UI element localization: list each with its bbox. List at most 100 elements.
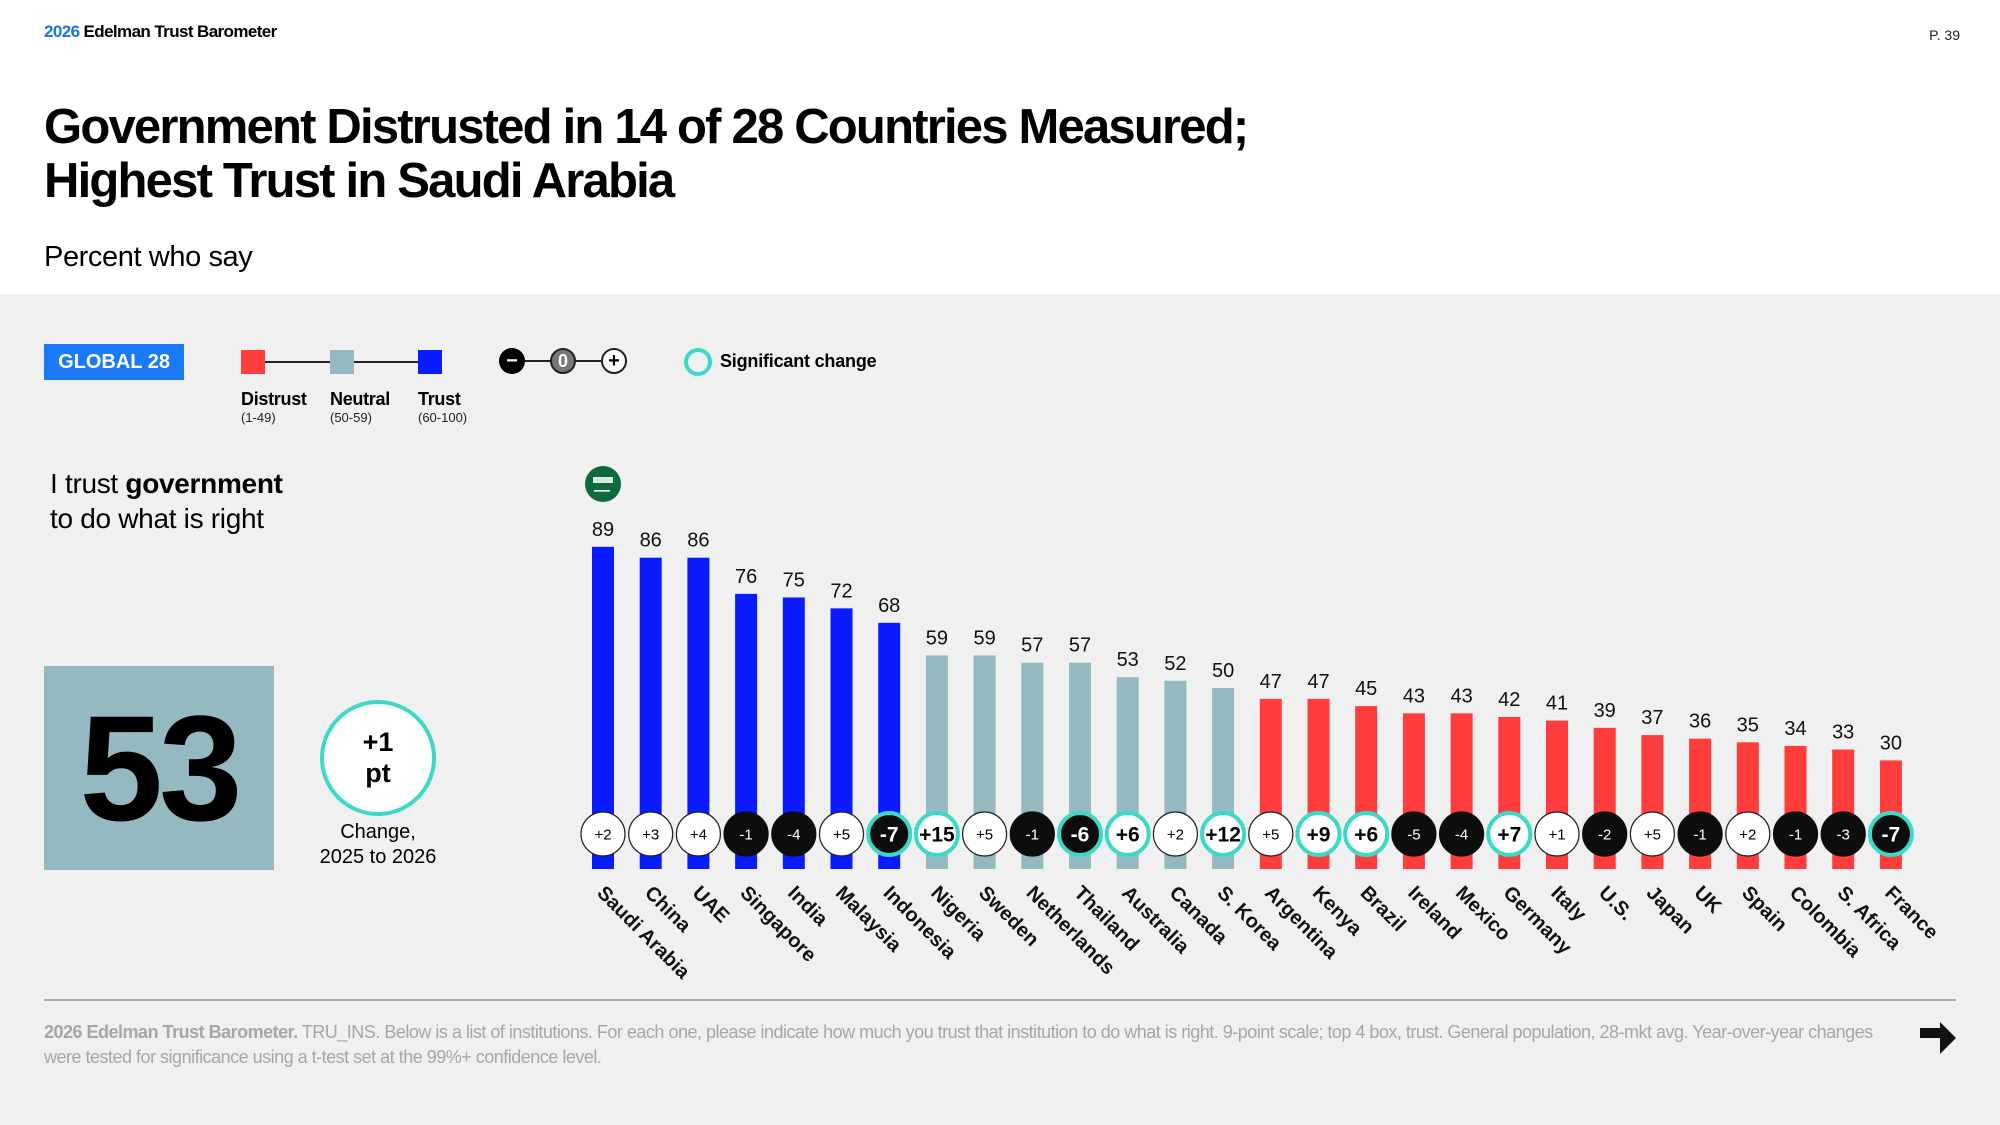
value-label: 41 (1546, 693, 1568, 715)
change-marker (1867, 811, 1914, 857)
saudi-flag-icon (585, 466, 621, 502)
global-change-value: +1 (362, 727, 394, 757)
value-label: 53 (1117, 649, 1139, 671)
question-line-2: to do what is right (50, 503, 264, 534)
value-label: 36 (1689, 711, 1711, 733)
change-label: +6 (1354, 824, 1378, 847)
value-label: 72 (830, 580, 852, 602)
change-label: +4 (690, 827, 707, 844)
value-label: 43 (1450, 685, 1472, 707)
change-marker (1104, 811, 1151, 857)
change-label: -6 (1071, 824, 1090, 847)
change-marker (1725, 811, 1771, 857)
bar-indonesia (878, 622, 901, 869)
value-label: 34 (1784, 718, 1806, 740)
change-marker (1629, 811, 1676, 857)
global-change-badge: +1 pt (320, 700, 436, 816)
change-label: -7 (880, 824, 899, 847)
brand-name: Edelman Trust Barometer (83, 22, 278, 41)
value-label: 57 (1021, 635, 1043, 657)
value-label: 68 (878, 595, 900, 617)
significant-change-icon (684, 348, 712, 376)
change-label: +9 (1307, 824, 1331, 847)
significant-change-label: Significant change (720, 351, 877, 371)
change-label: -5 (1407, 827, 1420, 844)
value-label: 59 (973, 627, 995, 649)
change-label: -7 (1882, 824, 1901, 847)
country-label: Japan (1642, 882, 1698, 938)
value-label: 42 (1498, 689, 1520, 711)
legend-item-distrust: Distrust (1-49) (241, 389, 307, 425)
next-arrow-icon[interactable] (1918, 1018, 1958, 1058)
legend-item-trust: Trust (60-100) (418, 389, 467, 425)
change-marker (675, 811, 722, 857)
change-label: -4 (787, 827, 800, 844)
change-marker (1343, 811, 1390, 857)
minus-icon: − (499, 348, 525, 374)
subtitle: Percent who say (44, 241, 253, 273)
legend-label: Distrust (241, 389, 307, 409)
country-label: Spain (1737, 882, 1791, 936)
change-marker (771, 811, 817, 857)
footnote-text: TRU_INS. Below is a list of institutions… (44, 1022, 1873, 1067)
legend-range: (60-100) (418, 410, 468, 425)
page-number: P. 39 (1929, 27, 1960, 43)
change-marker (723, 811, 769, 857)
change-marker (628, 811, 674, 857)
change-marker (913, 811, 960, 857)
caption-line-1: Change, (340, 821, 416, 843)
footnote-source: 2026 Edelman Trust Barometer. (44, 1022, 298, 1042)
change-label: +5 (833, 827, 850, 844)
change-marker (1820, 811, 1866, 857)
change-label: +5 (1262, 827, 1279, 844)
change-marker (1295, 811, 1342, 857)
change-label: -4 (1455, 827, 1468, 844)
bar-malaysia (830, 608, 853, 869)
global-change-unit: pt (365, 758, 391, 788)
change-marker (1200, 811, 1247, 857)
value-label: 50 (1212, 660, 1234, 682)
country-label: U.S. (1594, 882, 1637, 925)
legend-range: (1-49) (241, 410, 276, 425)
value-label: 89 (592, 519, 614, 541)
global-change-caption: Change, 2025 to 2026 (298, 820, 458, 870)
value-label: 35 (1737, 714, 1759, 736)
change-marker (1772, 811, 1819, 857)
page-title: Government Distrusted in 14 of 28 Countr… (44, 100, 1444, 208)
change-marker (1582, 811, 1628, 857)
change-marker (1391, 811, 1437, 857)
bar-uae (687, 557, 710, 869)
legend-swatch-trust (418, 350, 442, 374)
legend-range: (50-59) (330, 410, 372, 425)
value-label: 75 (783, 570, 805, 592)
brand-year: 2026 (44, 22, 80, 41)
change-label: +2 (594, 827, 611, 844)
legend-swatch-neutral (330, 350, 354, 374)
question-subject: government (125, 468, 283, 499)
change-label: -1 (739, 827, 752, 844)
change-label: +1 (1548, 827, 1565, 844)
value-label: 47 (1307, 671, 1329, 693)
value-label: 86 (687, 530, 709, 552)
value-label: 45 (1355, 678, 1377, 700)
value-label: 30 (1880, 732, 1902, 754)
change-marker (1438, 811, 1485, 857)
change-marker (580, 811, 626, 857)
global-badge: GLOBAL 28 (44, 344, 184, 380)
legend-swatch-distrust (241, 350, 265, 374)
question-prefix: I trust (50, 468, 126, 499)
legend-label: Trust (418, 389, 461, 409)
global-score: 53 (44, 666, 274, 870)
title-line-2: Highest Trust in Saudi Arabia (44, 154, 675, 208)
change-marker (818, 811, 865, 857)
change-label: +5 (1644, 827, 1661, 844)
value-label: 57 (1069, 635, 1091, 657)
bar-saudi-arabia (592, 546, 614, 869)
value-label: 47 (1260, 671, 1282, 693)
change-label: +12 (1205, 824, 1241, 847)
title-line-1: Government Distrusted in 14 of 28 Countr… (44, 100, 1249, 154)
value-label: 33 (1832, 722, 1854, 744)
change-marker (1248, 811, 1294, 857)
change-label: +2 (1739, 827, 1756, 844)
zero-icon: 0 (550, 348, 576, 374)
